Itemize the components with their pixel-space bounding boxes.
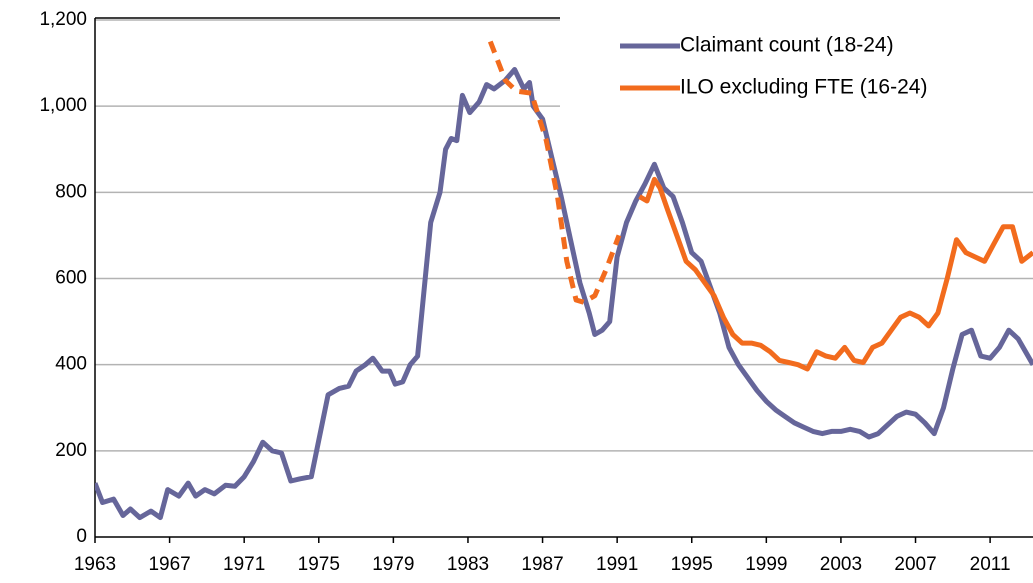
y-tick-label: 1,200 [39, 9, 87, 30]
y-tick-label: 200 [55, 440, 87, 461]
x-tick-label: 2003 [820, 554, 862, 575]
x-tick-label: 2011 [970, 554, 1011, 575]
plot-area [95, 40, 1033, 521]
x-tick-label: 1999 [745, 554, 787, 575]
y-tick-label: 600 [55, 268, 87, 289]
x-tick-label: 1971 [223, 554, 265, 575]
legend-label: Claimant count (18-24) [680, 34, 894, 57]
x-tick-label: 1991 [596, 554, 638, 575]
x-tick-label: 2007 [894, 554, 936, 575]
x-tick-label: 1983 [447, 554, 489, 575]
series-line [487, 40, 622, 305]
x-tick-label: 1967 [148, 554, 190, 575]
x-tick-label: 1975 [298, 554, 340, 575]
y-tick-label: 800 [55, 181, 87, 202]
y-tick-label: 1,000 [39, 95, 87, 116]
y-tick-label: 400 [55, 354, 87, 375]
y-tick-label: 0 [76, 526, 87, 547]
series-line [638, 176, 1033, 372]
x-tick-label: 1995 [671, 554, 713, 575]
legend-box [560, 0, 1033, 112]
x-tick-label: 1963 [74, 554, 116, 575]
x-tick-label: 1987 [521, 554, 563, 575]
series-line [95, 67, 1033, 521]
x-tick-label: 1979 [372, 554, 414, 575]
legend-label: ILO excluding FTE (16-24) [680, 76, 927, 99]
